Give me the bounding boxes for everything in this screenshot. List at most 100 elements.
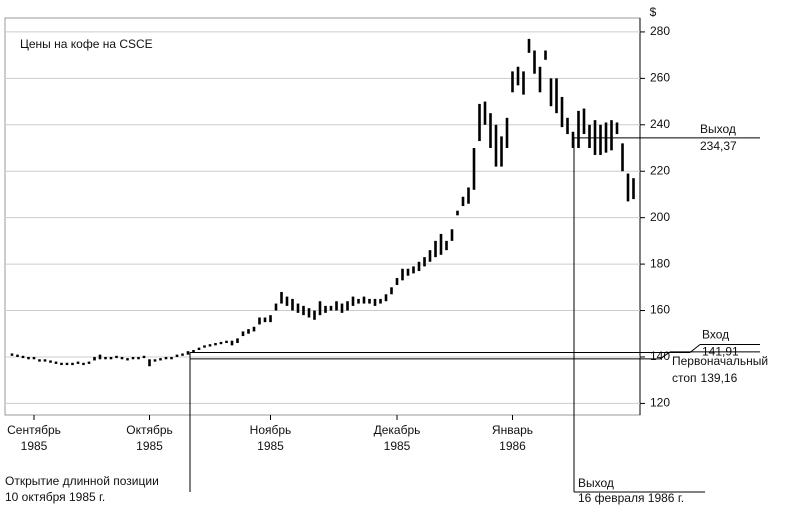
price-bar [357, 298, 360, 304]
price-bar [175, 354, 179, 357]
price-bar [269, 315, 272, 323]
price-bar [104, 356, 107, 360]
price-bar [423, 257, 426, 267]
price-bar [10, 353, 14, 356]
price-bar [335, 301, 338, 311]
price-bar [544, 50, 547, 60]
y-tick-label: 280 [650, 24, 670, 38]
price-bar [120, 356, 124, 360]
price-bar [208, 344, 212, 347]
price-bar [280, 291, 283, 304]
price-bar [384, 294, 388, 302]
price-bar [599, 124, 602, 155]
price-bar [467, 187, 470, 204]
price-bar [159, 358, 162, 361]
price-bar [186, 351, 190, 355]
y-tick-label: 220 [650, 163, 670, 177]
stop-leader [659, 351, 671, 360]
x-tick-label: Январь [492, 423, 533, 437]
price-bar [252, 326, 256, 332]
x-tick-label: Декабрь [374, 423, 421, 437]
price-bar [434, 240, 437, 258]
price-bar [483, 101, 487, 125]
price-bar [302, 305, 305, 316]
x-tick-label: 1985 [257, 439, 284, 453]
price-bar [38, 359, 41, 362]
x-tick-label: Сентябрь [7, 423, 61, 437]
price-bar [362, 296, 366, 304]
price-bar [588, 124, 591, 149]
price-bar [615, 122, 619, 135]
price-bar [351, 296, 355, 306]
stop-value-label: 139,16 [701, 371, 738, 385]
y-tick-label: 140 [650, 349, 670, 363]
price-bar [511, 71, 514, 93]
price-bar [445, 240, 448, 251]
price-bar [71, 362, 74, 366]
price-bar [170, 356, 173, 360]
exit-note: Выход [578, 476, 614, 490]
price-bar [27, 356, 30, 360]
exit-note: 16 февраля 1986 г. [578, 491, 684, 505]
stop-value: стоп 139,16 [672, 371, 738, 385]
price-bar [219, 341, 223, 345]
price-bar [533, 50, 536, 74]
price-bar [21, 355, 25, 359]
chart-title: Цены на кофе на CSCE [20, 37, 153, 51]
exit-value: 234,37 [700, 139, 737, 153]
exit-label: Выход [700, 122, 736, 136]
price-bar [318, 301, 322, 316]
price-bar [412, 266, 415, 274]
price-bar [307, 308, 311, 318]
price-bar [417, 261, 421, 272]
price-bar [577, 110, 580, 149]
y-tick-label: 180 [650, 256, 670, 270]
entry-label: Вход [702, 328, 729, 342]
price-bar [555, 78, 558, 114]
x-tick-label: Октябрь [126, 423, 173, 437]
price-bar [241, 331, 245, 337]
price-bar [60, 362, 63, 366]
price-bar [621, 143, 624, 172]
price-bar [76, 361, 80, 364]
price-bar [324, 305, 327, 313]
price-bar [329, 305, 333, 311]
price-bar [131, 356, 135, 360]
x-tick-label: Ноябрь [250, 423, 292, 437]
price-bar [500, 136, 503, 167]
price-bar [439, 233, 443, 255]
price-bar [126, 358, 129, 361]
price-bar [192, 349, 195, 353]
price-bar [516, 66, 520, 86]
price-bar [538, 66, 542, 93]
y-tick-label: 200 [650, 210, 670, 224]
price-bar [461, 196, 465, 207]
price-bar [450, 229, 454, 241]
y-unit: $ [650, 5, 657, 19]
price-bar [43, 359, 47, 362]
stop-label: Первоначальный [672, 354, 768, 368]
price-bar [153, 359, 157, 362]
price-bar [527, 38, 531, 53]
price-bar [247, 329, 250, 334]
price-bar [296, 303, 300, 313]
price-bar [379, 298, 382, 304]
price-bar [478, 103, 481, 142]
price-bar [137, 356, 140, 360]
price-bar [340, 303, 344, 313]
entry-leader [689, 344, 701, 353]
price-bar [472, 148, 476, 190]
price-bar [401, 268, 404, 281]
price-bar [225, 340, 228, 344]
price-bar [489, 113, 492, 149]
price-bar [98, 354, 102, 360]
price-bar [16, 354, 19, 357]
price-bar [494, 124, 498, 167]
price-bar [610, 120, 613, 151]
price-bar [54, 361, 58, 364]
y-tick-label: 120 [650, 396, 670, 410]
open-note: Открытие длинной позиции [5, 474, 159, 488]
price-bar [291, 298, 294, 311]
price-bar [230, 340, 234, 346]
y-tick-label: 240 [650, 117, 670, 131]
